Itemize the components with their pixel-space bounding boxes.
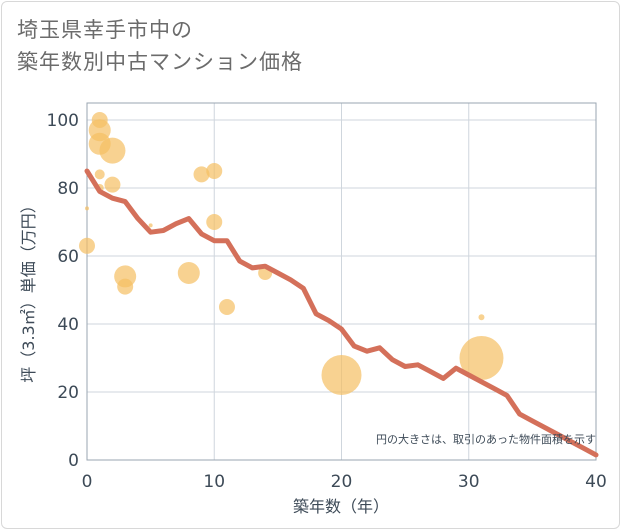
bubble-point xyxy=(79,237,95,254)
trend-line xyxy=(84,168,599,458)
bubble-layer xyxy=(79,112,504,395)
x-axis-title: 築年数（年） xyxy=(293,497,389,516)
y-axis-ticks: 0 20 40 60 80 100 xyxy=(47,111,79,471)
x-tick-label: 0 xyxy=(82,472,93,492)
y-tick-label: 0 xyxy=(68,451,79,471)
bubble-point xyxy=(206,214,223,230)
bubble-point xyxy=(94,169,105,180)
chart-title: 埼玉県幸手市中の 築年数別中古マンション価格 xyxy=(17,14,303,78)
y-axis-title: 坪（3.3㎡）単価（万円） xyxy=(19,197,38,382)
y-tick-label: 80 xyxy=(57,179,79,199)
x-axis-ticks: 0 10 20 30 40 xyxy=(82,472,607,492)
bubble-point xyxy=(104,176,121,193)
bubble-point xyxy=(321,355,362,395)
bubble-point xyxy=(478,314,485,321)
x-tick-label: 10 xyxy=(203,472,225,492)
bubble-point xyxy=(193,166,210,183)
y-tick-label: 40 xyxy=(57,315,79,335)
title-line-1: 埼玉県幸手市中の xyxy=(17,18,193,42)
y-tick-label: 20 xyxy=(57,383,79,403)
bubble-point xyxy=(206,163,223,179)
bubble-point xyxy=(218,299,235,315)
bubble-point xyxy=(117,278,134,295)
size-annotation: 円の大きさは、取引のあった物件面積を示す xyxy=(376,432,596,446)
bubble-point xyxy=(177,262,200,284)
x-tick-label: 30 xyxy=(458,472,480,492)
bubble-point xyxy=(85,206,89,211)
x-tick-label: 40 xyxy=(585,472,607,492)
title-line-2: 築年数別中古マンション価格 xyxy=(17,50,303,74)
bubble-point xyxy=(99,137,126,164)
plot-frame xyxy=(86,102,597,461)
grid-lines xyxy=(86,103,597,461)
bubble-point xyxy=(148,223,153,228)
x-tick-label: 20 xyxy=(331,472,353,492)
y-tick-label: 100 xyxy=(47,111,79,131)
y-tick-label: 60 xyxy=(57,247,79,267)
bubble-point xyxy=(459,336,504,380)
